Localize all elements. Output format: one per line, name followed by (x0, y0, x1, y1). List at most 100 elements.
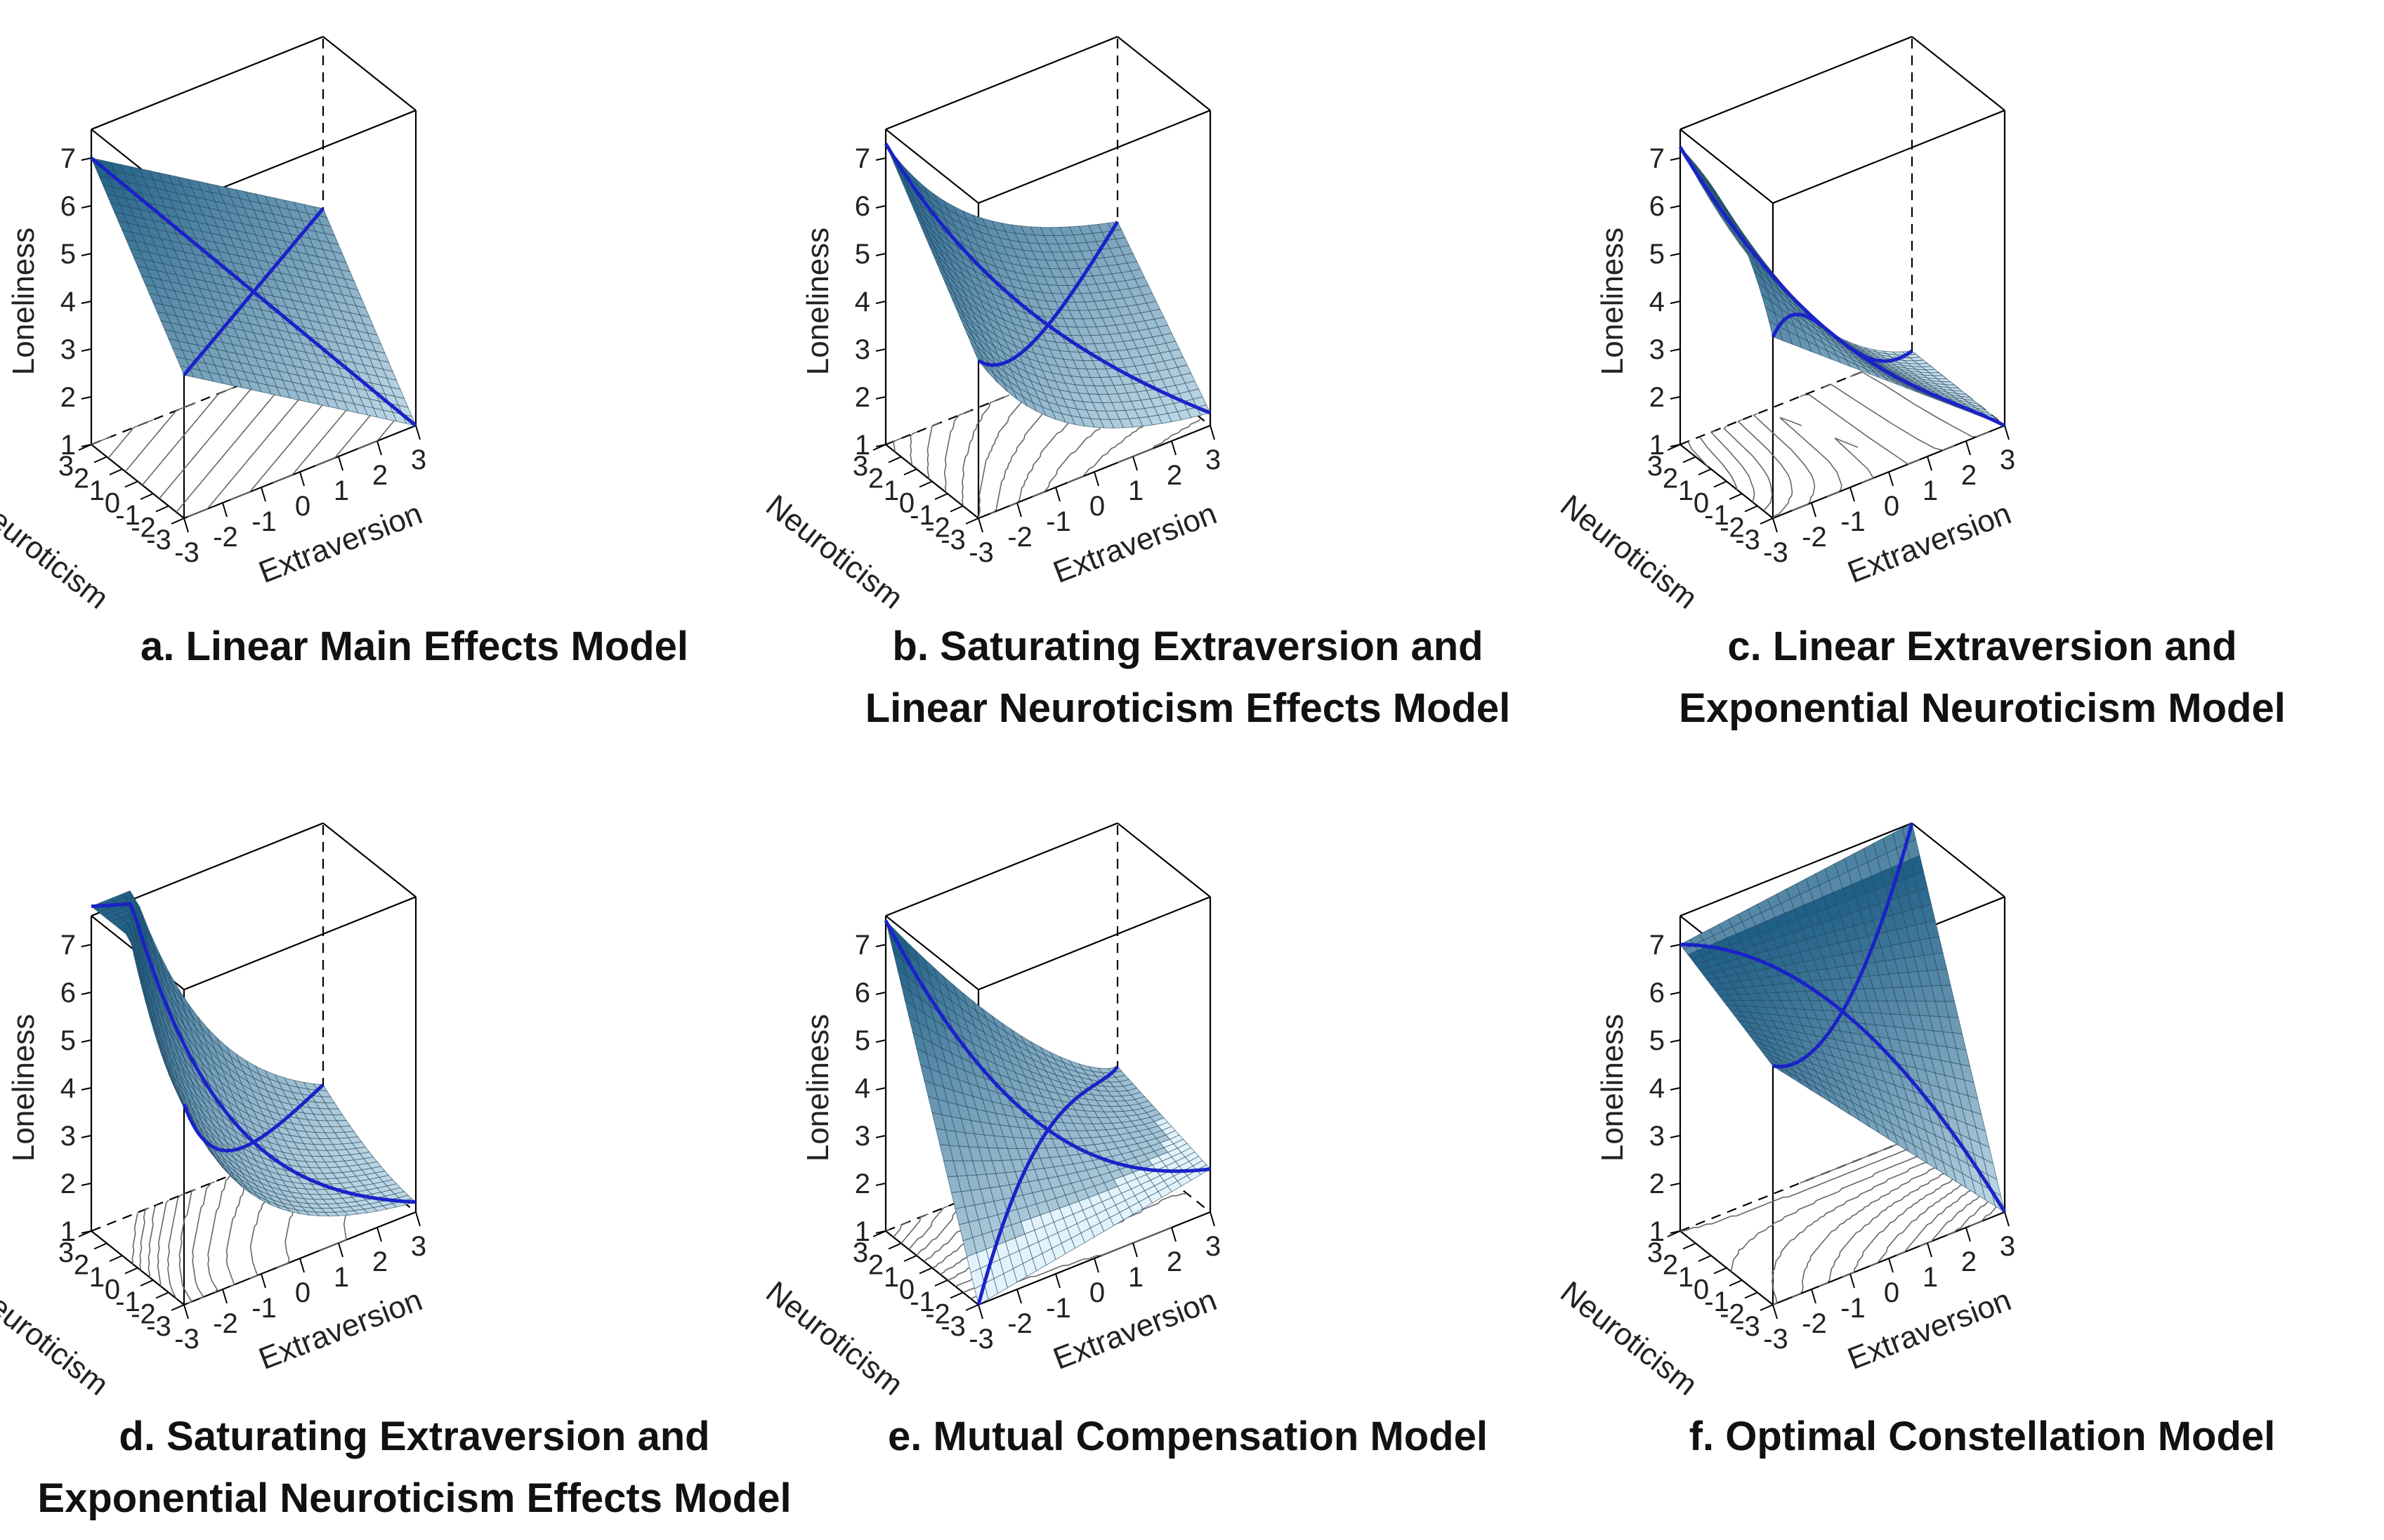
caption-line: c. Linear Extraversion and (1727, 624, 2236, 669)
y-tick (1744, 505, 1758, 513)
y-tick-label: -2 (925, 513, 950, 544)
y-tick-label: -1 (115, 1286, 140, 1317)
x-tick-label: 1 (1923, 1262, 1938, 1293)
z-axis-label: Loneliness (1595, 1014, 1630, 1161)
z-axis: 1 2 3 4 5 6 7 Loneliness (6, 930, 92, 1247)
x-tick (1849, 1273, 1855, 1289)
z-tick-label: 7 (855, 930, 870, 961)
y-tick (155, 1291, 169, 1299)
x-tick-label: -1 (1840, 1293, 1866, 1324)
box-edge (322, 36, 417, 112)
x-tick (2004, 1211, 2010, 1227)
y-tick-label: -3 (941, 1311, 966, 1342)
contour-line (139, 1207, 150, 1271)
x-tick (1927, 456, 1932, 471)
z-axis-label: Loneliness (6, 1014, 41, 1161)
y-tick-label: 0 (899, 488, 915, 519)
z-tick (81, 1039, 92, 1043)
z-axis-label: Loneliness (801, 1014, 835, 1161)
z-tick (1670, 992, 1681, 995)
x-tick-label: -2 (1802, 1308, 1827, 1339)
x-tick (415, 1211, 421, 1227)
x-tick-label: -1 (1046, 1293, 1071, 1324)
x-tick (299, 471, 305, 487)
y-tick-label: 3 (853, 451, 868, 482)
y-tick-label: -1 (115, 500, 140, 531)
x-tick-label: 1 (334, 475, 349, 506)
y-tick-label: -2 (1720, 513, 1745, 544)
y-tick-label: 2 (74, 463, 89, 494)
x-tick-label: -1 (251, 1293, 277, 1324)
x-tick (1965, 440, 1971, 456)
box-edge (885, 129, 979, 204)
contour-line (167, 1193, 185, 1299)
y-tick (919, 480, 933, 488)
x-tick-label: -3 (969, 1324, 994, 1355)
y-tick (888, 1242, 902, 1250)
z-tick-label: 2 (855, 382, 870, 413)
curve-extraversion-equals-neuroticism (1772, 822, 1914, 1069)
y-tick-label: 1 (884, 1262, 899, 1293)
z-tick-label: 5 (60, 1025, 76, 1056)
box-edge (183, 896, 417, 991)
contour-line (157, 1199, 169, 1286)
y-tick-label: -3 (941, 525, 966, 555)
x-tick (1055, 487, 1061, 502)
z-tick (875, 253, 886, 256)
contour-line (1946, 1199, 1990, 1236)
z-tick (875, 1087, 886, 1091)
x-tick (376, 440, 382, 456)
y-tick (78, 1230, 92, 1237)
box-edge (885, 822, 1118, 917)
z-tick-label: 2 (855, 1169, 870, 1199)
x-tick-label: 2 (1961, 1246, 1977, 1277)
contour-line (1753, 413, 1816, 511)
box-edge (978, 110, 1211, 204)
y-tick-label: 0 (1694, 488, 1709, 519)
panel-caption: f. Optimal Constellation Model (1689, 1414, 2276, 1459)
z-tick (81, 205, 92, 209)
z-tick-label: 2 (60, 1169, 76, 1199)
x-tick-label: -3 (969, 537, 994, 568)
z-tick (875, 396, 886, 400)
z-tick (875, 1183, 886, 1186)
contour-line (1800, 1138, 1913, 1184)
contour-line (962, 394, 1010, 506)
curve-extraversion-equals-neuroticism (977, 221, 1120, 367)
y-tick-label: 0 (105, 488, 120, 519)
z-axis: 1 2 3 4 5 6 7 Loneliness (6, 143, 92, 461)
z-tick-label: 3 (60, 1121, 76, 1152)
x-tick (299, 1258, 305, 1273)
z-tick-label: 3 (60, 334, 76, 365)
y-tick-label: 3 (58, 451, 74, 482)
contour-line (1737, 419, 1793, 519)
x-tick (1965, 1227, 1971, 1242)
x-tick-label: 2 (1167, 1246, 1182, 1277)
y-tick-label: 1 (884, 475, 899, 506)
contour-line (943, 409, 971, 493)
z-tick-label: 1 (855, 1216, 870, 1247)
caption-line: a. Linear Main Effects Model (140, 624, 688, 669)
z-tick (875, 301, 886, 304)
y-tick (1760, 518, 1774, 525)
x-tick (222, 502, 228, 518)
panel-caption: d. Saturating Extraversion and Exponentia… (37, 1414, 791, 1521)
z-tick-label: 3 (855, 334, 870, 365)
y-tick (1713, 480, 1727, 488)
box-edge (322, 822, 417, 898)
z-tick (81, 1087, 92, 1091)
panel-caption: c. Linear Extraversion and Exponential Ne… (1679, 624, 2286, 731)
y-tick (93, 456, 107, 463)
x-tick (1772, 1304, 1778, 1319)
x-tick (1132, 1242, 1138, 1258)
z-tick-label: 6 (1649, 191, 1665, 222)
surface-curves (91, 902, 417, 1204)
z-axis: 1 2 3 4 5 6 7 Loneliness (1595, 143, 1681, 461)
x-tick (183, 518, 189, 533)
contour-line (893, 1221, 910, 1238)
z-tick-label: 1 (1649, 430, 1665, 461)
box-edge (1679, 129, 1774, 204)
contour-line (910, 431, 917, 466)
x-tick (1927, 1242, 1932, 1258)
x-tick (1210, 1211, 1215, 1227)
